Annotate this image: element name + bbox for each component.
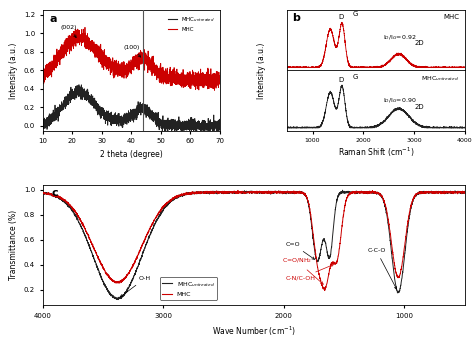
X-axis label: 2 theta (degree): 2 theta (degree) — [100, 150, 163, 159]
X-axis label: Raman Shift (cm$^{-1}$): Raman Shift (cm$^{-1}$) — [337, 146, 414, 159]
Text: c: c — [51, 188, 58, 198]
Text: C=O: C=O — [286, 242, 315, 259]
Text: 2D: 2D — [415, 40, 425, 46]
Text: (002): (002) — [61, 24, 77, 38]
Text: b: b — [292, 13, 301, 23]
Text: C-N/C-OH: C-N/C-OH — [286, 264, 334, 281]
Text: C-C-O: C-C-O — [367, 248, 397, 289]
Text: MHC$_{untreated}$: MHC$_{untreated}$ — [421, 75, 459, 83]
Text: D: D — [338, 14, 344, 20]
X-axis label: Wave Number (cm$^{-1}$): Wave Number (cm$^{-1}$) — [211, 324, 296, 338]
Text: I$_D$/I$_G$=0.90: I$_D$/I$_G$=0.90 — [383, 96, 417, 104]
Text: Intensity (a.u.): Intensity (a.u.) — [257, 42, 266, 99]
Text: G: G — [353, 74, 358, 80]
Text: G: G — [353, 11, 358, 17]
Text: (100): (100) — [123, 45, 141, 57]
Legend: MHC$_{untreated}$, MHC: MHC$_{untreated}$, MHC — [166, 13, 217, 34]
Y-axis label: Transmittance (%): Transmittance (%) — [9, 210, 18, 280]
Y-axis label: Intensity (a.u.): Intensity (a.u.) — [9, 42, 18, 99]
Legend: MHC$_{untreated}$, MHC: MHC$_{untreated}$, MHC — [160, 277, 217, 300]
Text: C=O/NH$_2$: C=O/NH$_2$ — [282, 256, 323, 284]
Text: I$_D$/I$_G$=0.92: I$_D$/I$_G$=0.92 — [383, 33, 416, 42]
Text: O-H: O-H — [120, 276, 151, 297]
Text: a: a — [50, 14, 57, 24]
Text: MHC: MHC — [443, 14, 459, 20]
Text: 2D: 2D — [415, 104, 425, 110]
Text: D: D — [338, 77, 344, 83]
